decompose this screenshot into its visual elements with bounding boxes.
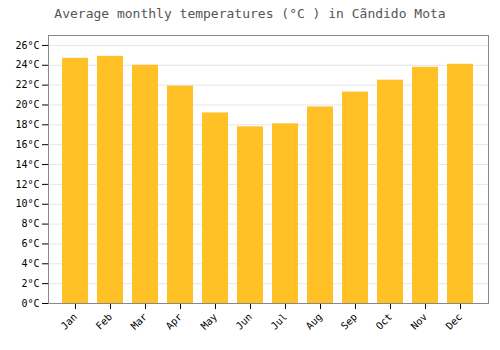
svg-text:May: May [199,311,220,332]
svg-text:20°C: 20°C [15,99,39,110]
svg-text:24°C: 24°C [15,59,39,70]
svg-text:0°C: 0°C [21,298,39,309]
svg-text:Dec: Dec [444,311,465,332]
svg-text:22°C: 22°C [15,79,39,90]
svg-text:16°C: 16°C [15,139,39,150]
html-text:Average monthly temperatures (: Average monthly temperatures (°C ) in Cã… [54,6,446,21]
svg-text:14°C: 14°C [15,159,39,170]
svg-text:Feb: Feb [94,311,115,332]
svg-text:Jun: Jun [234,311,255,332]
svg-text:4°C: 4°C [21,258,39,269]
svg-text:2°C: 2°C [21,278,39,289]
svg-text:8°C: 8°C [21,218,39,229]
svg-text:Jan: Jan [59,311,80,332]
svg-text:Oct: Oct [374,311,395,332]
svg-text:Apr: Apr [164,311,185,332]
svg-text:18°C: 18°C [15,119,39,130]
svg-text:26°C: 26°C [15,40,39,51]
svg-text:Nov: Nov [409,311,430,332]
svg-text:10°C: 10°C [15,198,39,209]
svg-text:Aug: Aug [304,311,325,332]
svg-text:Mar: Mar [129,311,150,332]
svg-text:Sep: Sep [339,311,360,332]
svg-text:6°C: 6°C [21,238,39,249]
svg-text:12°C: 12°C [15,179,39,190]
svg-text:Jul: Jul [269,311,290,332]
